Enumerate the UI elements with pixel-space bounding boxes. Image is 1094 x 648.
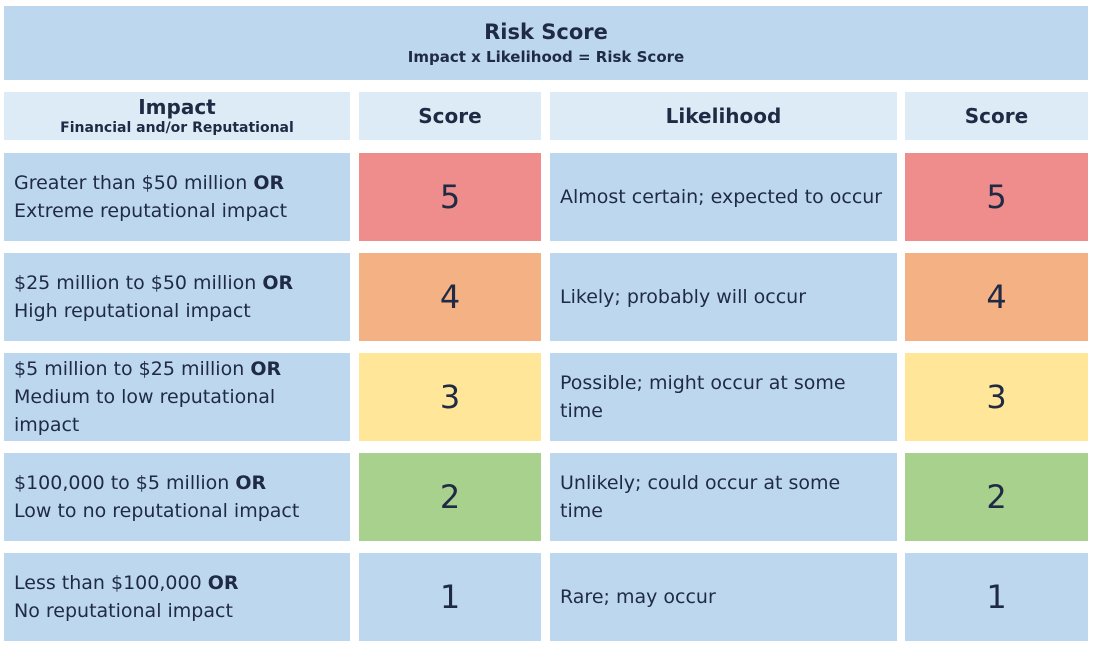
header-impact-sublabel: Financial and/or Reputational bbox=[60, 120, 294, 136]
impact-reputational: Low to no reputational impact bbox=[14, 500, 300, 522]
table-title: Risk Score bbox=[484, 20, 608, 44]
likelihood-score-cell: 3 bbox=[905, 353, 1088, 441]
impact-financial: Less than $100,000 bbox=[14, 572, 202, 594]
impact-financial: $25 million to $50 million bbox=[14, 272, 257, 294]
header-likelihood-label: Likelihood bbox=[665, 104, 782, 128]
impact-connector: OR bbox=[262, 272, 294, 294]
header-likelihood-score: Score bbox=[905, 92, 1088, 140]
impact-cell: Greater than $50 million OR Extreme repu… bbox=[4, 153, 350, 241]
likelihood-cell: Possible; might occur at some time bbox=[550, 353, 897, 441]
impact-score-value: 5 bbox=[439, 178, 461, 216]
likelihood-score-value: 4 bbox=[986, 278, 1007, 316]
likelihood-score-cell: 1 bbox=[905, 553, 1088, 641]
likelihood-cell: Unlikely; could occur at some time bbox=[550, 453, 897, 541]
impact-connector: OR bbox=[207, 572, 239, 594]
likelihood-score-value: 2 bbox=[986, 478, 1007, 516]
impact-score-cell: 3 bbox=[359, 353, 541, 441]
impact-score-cell: 2 bbox=[359, 453, 541, 541]
header-impact-label: Impact bbox=[138, 95, 216, 119]
impact-reputational: Medium to low reputational impact bbox=[14, 386, 276, 436]
header-impact-score: Score bbox=[359, 92, 541, 140]
header-likelihood: Likelihood bbox=[550, 92, 897, 140]
table-subtitle: Impact x Likelihood = Risk Score bbox=[407, 48, 685, 66]
likelihood-description: Likely; probably will occur bbox=[560, 286, 807, 308]
likelihood-score-cell: 2 bbox=[905, 453, 1088, 541]
likelihood-score-value: 3 bbox=[986, 378, 1007, 416]
impact-financial: $100,000 to $5 million bbox=[14, 472, 230, 494]
likelihood-score-cell: 5 bbox=[905, 153, 1088, 241]
impact-cell: $100,000 to $5 million OR Low to no repu… bbox=[4, 453, 350, 541]
impact-score-value: 3 bbox=[439, 378, 461, 416]
likelihood-cell: Rare; may occur bbox=[550, 553, 897, 641]
header-score-label: Score bbox=[964, 104, 1029, 128]
impact-score-value: 4 bbox=[439, 278, 461, 316]
likelihood-description: Possible; might occur at some time bbox=[560, 372, 846, 422]
impact-connector: OR bbox=[235, 472, 267, 494]
impact-cell: $25 million to $50 million OR High reput… bbox=[4, 253, 350, 341]
impact-financial: $5 million to $25 million bbox=[14, 358, 245, 380]
impact-cell: Less than $100,000 OR No reputational im… bbox=[4, 553, 350, 641]
likelihood-description: Almost certain; expected to occur bbox=[560, 186, 883, 208]
likelihood-score-cell: 4 bbox=[905, 253, 1088, 341]
impact-reputational: No reputational impact bbox=[14, 600, 233, 622]
impact-score-cell: 5 bbox=[359, 153, 541, 241]
impact-score-cell: 4 bbox=[359, 253, 541, 341]
impact-financial: Greater than $50 million bbox=[14, 172, 248, 194]
likelihood-score-value: 5 bbox=[986, 178, 1007, 216]
likelihood-description: Unlikely; could occur at some time bbox=[560, 472, 841, 522]
likelihood-cell: Almost certain; expected to occur bbox=[550, 153, 897, 241]
impact-connector: OR bbox=[253, 172, 285, 194]
header-score-label: Score bbox=[418, 104, 482, 128]
header-impact: Impact Financial and/or Reputational bbox=[4, 92, 350, 140]
table-title-banner: Risk Score Impact x Likelihood = Risk Sc… bbox=[4, 6, 1088, 80]
impact-connector: OR bbox=[250, 358, 282, 380]
likelihood-description: Rare; may occur bbox=[560, 586, 716, 608]
impact-cell: $5 million to $25 million OR Medium to l… bbox=[4, 353, 350, 441]
impact-score-value: 2 bbox=[439, 478, 461, 516]
impact-score-cell: 1 bbox=[359, 553, 541, 641]
impact-reputational: Extreme reputational impact bbox=[14, 200, 288, 222]
likelihood-cell: Likely; probably will occur bbox=[550, 253, 897, 341]
impact-reputational: High reputational impact bbox=[14, 300, 251, 322]
likelihood-score-value: 1 bbox=[986, 578, 1007, 616]
impact-score-value: 1 bbox=[439, 578, 461, 616]
